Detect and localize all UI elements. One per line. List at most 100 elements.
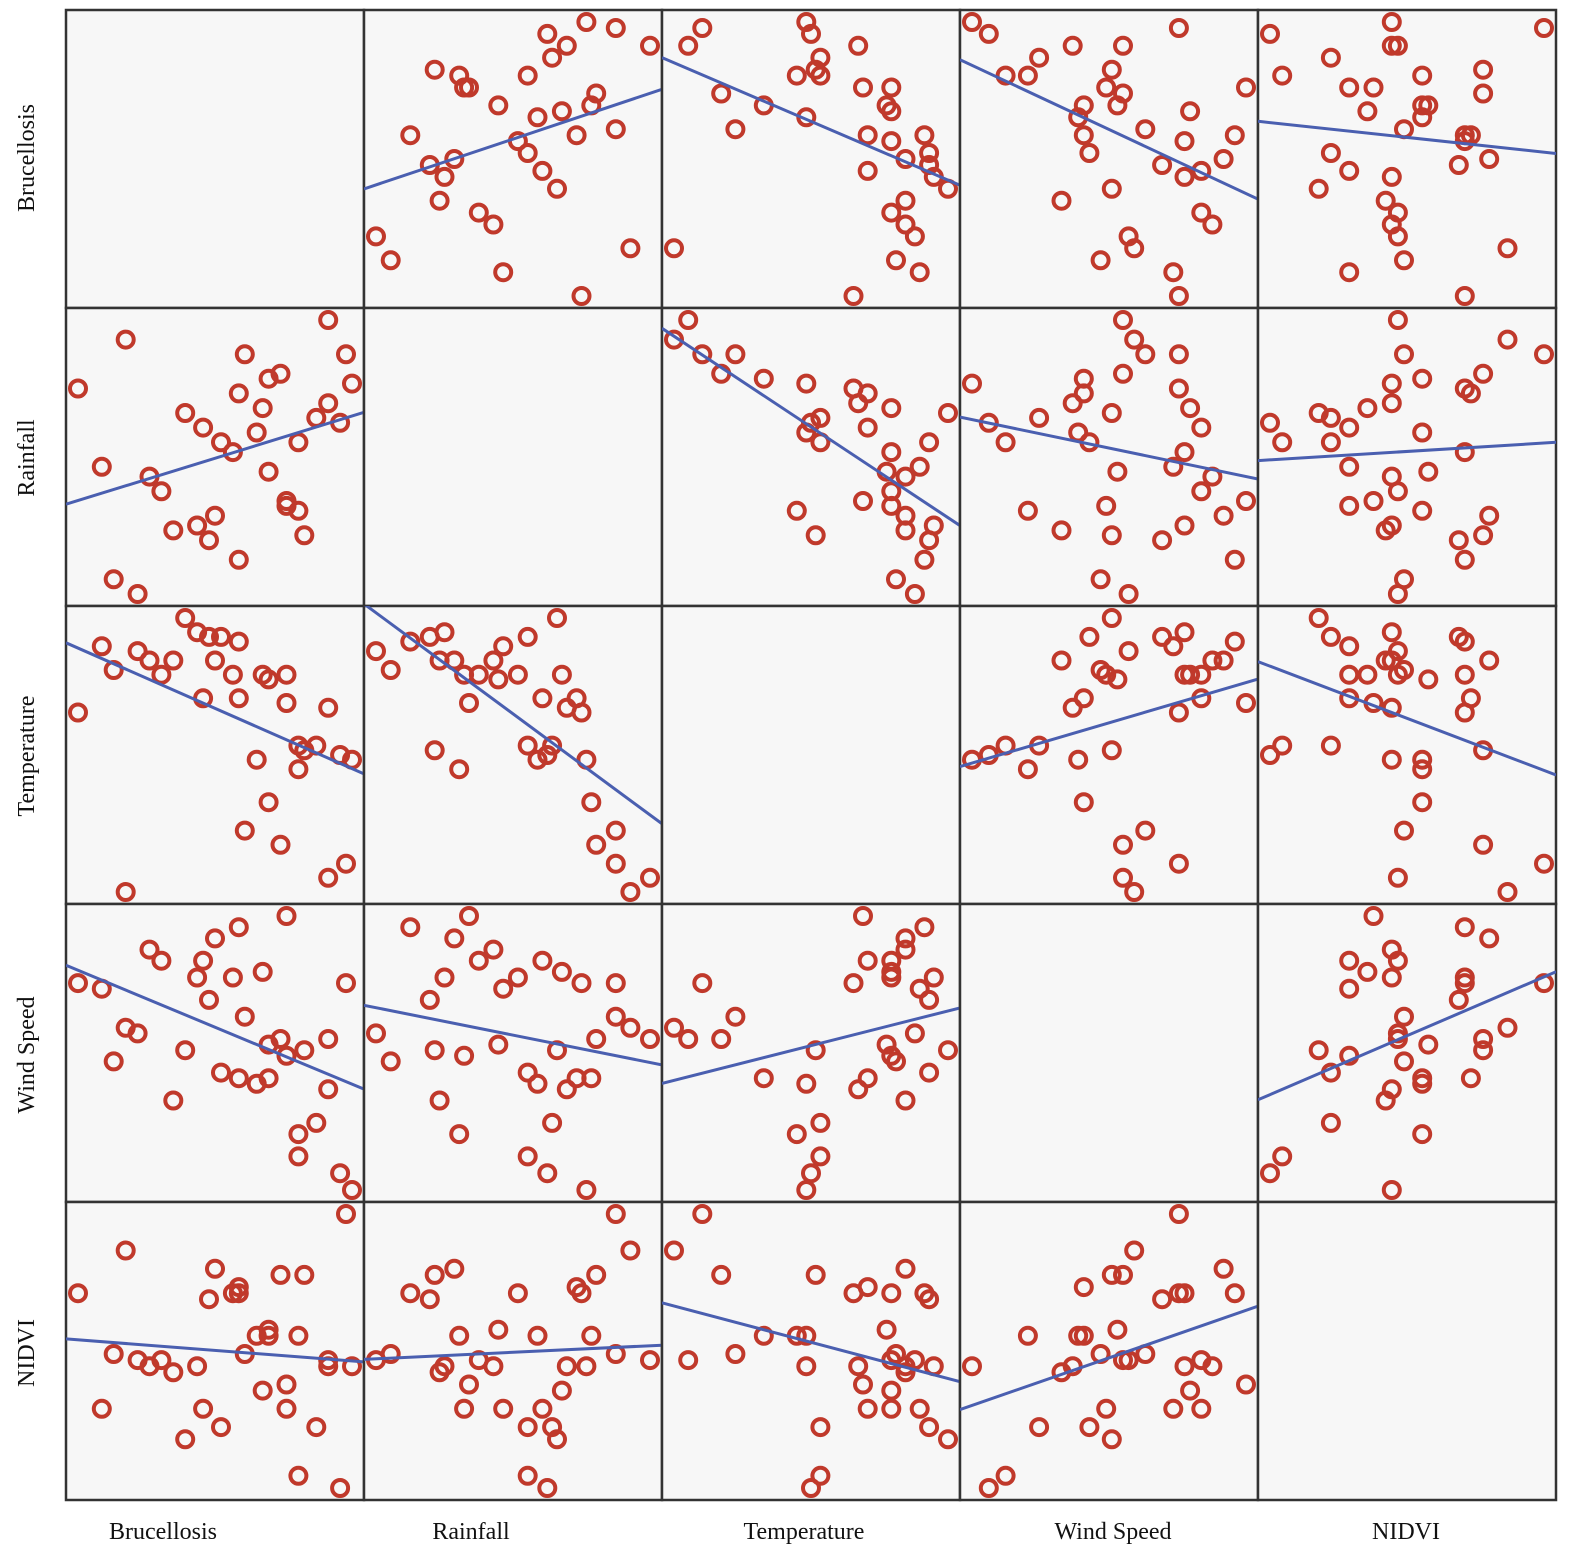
data-point bbox=[429, 650, 450, 671]
data-point bbox=[919, 1417, 940, 1438]
data-point bbox=[1534, 973, 1554, 994]
data-point bbox=[1534, 344, 1554, 365]
data-point bbox=[1272, 432, 1293, 453]
data-point bbox=[1062, 697, 1083, 718]
data-point bbox=[258, 1325, 279, 1346]
data-point bbox=[1073, 125, 1094, 146]
data-point bbox=[753, 368, 774, 389]
panel-temperature-vs-wind-speed bbox=[958, 604, 1260, 906]
panel-temperature-vs-brucellosis bbox=[64, 604, 366, 906]
data-point bbox=[547, 178, 567, 199]
data-point bbox=[434, 622, 455, 643]
data-point bbox=[400, 125, 421, 146]
data-point bbox=[270, 834, 291, 855]
data-point bbox=[810, 1417, 831, 1438]
data-point bbox=[640, 867, 660, 888]
data-point bbox=[938, 1429, 958, 1450]
data-point bbox=[895, 1258, 916, 1279]
data-point bbox=[276, 693, 297, 713]
data-point bbox=[527, 107, 548, 128]
column-label-brucellosis: Brucellosis bbox=[109, 1519, 217, 1545]
data-point bbox=[342, 1180, 362, 1200]
data-point bbox=[1090, 569, 1111, 590]
data-point bbox=[288, 1465, 309, 1486]
data-point bbox=[234, 820, 255, 841]
data-point bbox=[400, 631, 421, 652]
data-point bbox=[805, 1264, 826, 1285]
fit-line bbox=[66, 410, 364, 506]
data-point bbox=[620, 1240, 641, 1261]
data-point bbox=[895, 939, 916, 960]
data-point bbox=[796, 1180, 817, 1200]
data-point bbox=[978, 1478, 999, 1498]
fit-line bbox=[662, 1301, 960, 1384]
data-point bbox=[801, 1478, 821, 1498]
data-point bbox=[270, 363, 291, 384]
data-point bbox=[1073, 792, 1094, 813]
data-point bbox=[517, 1465, 538, 1486]
data-point bbox=[493, 1398, 514, 1419]
data-point bbox=[1202, 1356, 1223, 1377]
data-point bbox=[904, 1023, 925, 1044]
data-point bbox=[556, 1079, 577, 1100]
data-point bbox=[1135, 119, 1156, 140]
data-point bbox=[1454, 286, 1475, 306]
data-point bbox=[175, 403, 196, 423]
data-point bbox=[725, 344, 746, 365]
data-point bbox=[556, 35, 577, 56]
data-point bbox=[848, 393, 869, 414]
data-point bbox=[1168, 378, 1189, 399]
data-point bbox=[1381, 622, 1402, 643]
panel-temperature-vs-temperature bbox=[660, 604, 962, 906]
data-point bbox=[1357, 664, 1378, 685]
data-point bbox=[1272, 1146, 1293, 1167]
data-point bbox=[1101, 1429, 1122, 1450]
data-point bbox=[1168, 1204, 1189, 1224]
data-point bbox=[127, 1350, 148, 1371]
panel-background bbox=[660, 1200, 962, 1502]
data-point bbox=[1213, 149, 1234, 169]
data-point bbox=[1163, 456, 1184, 477]
data-point bbox=[336, 344, 356, 365]
data-point bbox=[1113, 310, 1133, 330]
data-point bbox=[664, 238, 684, 259]
data-point bbox=[342, 1356, 362, 1377]
fit-line bbox=[66, 641, 364, 776]
data-point bbox=[336, 1204, 356, 1224]
data-point bbox=[366, 641, 386, 662]
data-point bbox=[1418, 95, 1439, 116]
data-point bbox=[711, 83, 732, 104]
data-point bbox=[1381, 1079, 1402, 1100]
panel-wind-speed-vs-brucellosis bbox=[64, 902, 366, 1204]
data-point bbox=[576, 1180, 597, 1200]
data-point bbox=[276, 664, 297, 685]
data-point bbox=[605, 853, 626, 874]
data-point bbox=[919, 1062, 940, 1083]
data-point bbox=[1174, 131, 1195, 152]
data-point bbox=[914, 549, 935, 570]
data-point bbox=[449, 1325, 470, 1346]
data-point bbox=[1260, 745, 1280, 765]
data-point bbox=[127, 584, 148, 604]
data-point bbox=[547, 608, 567, 628]
row-label-nidvi: NIDVI bbox=[14, 1319, 40, 1387]
data-point bbox=[252, 398, 273, 419]
data-point bbox=[853, 491, 873, 511]
fit-line bbox=[1258, 440, 1556, 463]
data-point bbox=[366, 226, 386, 247]
data-point bbox=[163, 520, 184, 541]
data-point bbox=[1412, 749, 1433, 770]
data-point bbox=[318, 697, 339, 718]
data-point bbox=[881, 1045, 902, 1066]
data-point bbox=[848, 1356, 869, 1377]
data-point bbox=[1168, 702, 1189, 723]
data-point bbox=[127, 641, 148, 662]
data-point bbox=[692, 1204, 713, 1224]
data-point bbox=[1213, 650, 1234, 671]
data-point bbox=[843, 973, 864, 994]
matrix-panels bbox=[64, 8, 1558, 1502]
fit-line bbox=[960, 677, 1258, 769]
data-point bbox=[1017, 759, 1038, 780]
data-point bbox=[1051, 190, 1072, 211]
row-label-rainfall: Rainfall bbox=[14, 419, 40, 497]
